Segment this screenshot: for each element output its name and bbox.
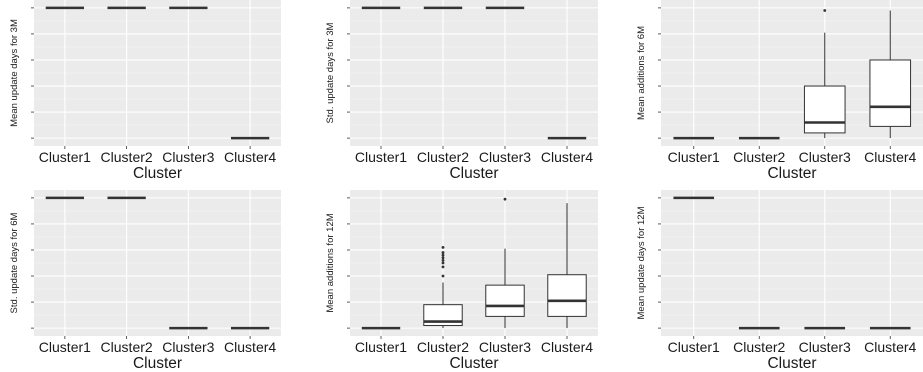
x-tick-label: Cluster2 (101, 339, 153, 355)
chart-panel-1: Cluster1 Cluster2 Cluster3 Cluster4 Cluster M… (9, 0, 281, 182)
y-axis-title: Mean additions for 6M (636, 26, 647, 120)
outlier-point (504, 198, 507, 201)
x-tick-label: Cluster4 (541, 339, 593, 355)
outlier-point (442, 266, 445, 269)
x-axis-title: Cluster (449, 165, 498, 182)
y-axis-title: Mean update days for 12M (636, 206, 647, 319)
x-tick-label: Cluster4 (864, 339, 916, 355)
x-tick-label: Cluster3 (479, 339, 531, 355)
x-tick-label: Cluster1 (668, 339, 720, 355)
x-tick-label: Cluster3 (799, 149, 851, 165)
box-iqr (548, 275, 586, 317)
x-tick-label: Cluster4 (864, 149, 916, 165)
x-tick-label: Cluster1 (355, 149, 407, 165)
x-tick-label: Cluster2 (101, 149, 153, 165)
y-axis-title: Std. update days for 3M (325, 22, 336, 123)
y-axis-title: Mean additions for 12M (325, 213, 336, 312)
box-iqr (870, 60, 911, 126)
chart-panel-5: Cluster1 Cluster2 Cluster3 Cluster4 Cluster M… (325, 190, 598, 372)
x-axis-title: Cluster (767, 355, 816, 372)
outlier-point (442, 259, 445, 262)
x-tick-label: Cluster1 (39, 339, 91, 355)
chart-panel-6: Cluster1 Cluster2 Cluster3 Cluster4 Cluster M… (636, 190, 923, 372)
outlier-point (442, 251, 445, 254)
y-axis-title: Std. update days for 6M (9, 212, 20, 313)
box-iqr (486, 285, 524, 316)
x-tick-label: Cluster2 (417, 339, 469, 355)
x-tick-label: Cluster1 (39, 149, 91, 165)
x-axis-title: Cluster (449, 355, 498, 372)
chart-panel-3: Cluster1 Cluster2 Cluster3 Cluster4 Cluster M… (636, 0, 923, 182)
x-tick-label: Cluster3 (162, 149, 214, 165)
chart-panel-2: Cluster1 Cluster2 Cluster3 Cluster4 Cluster S… (325, 0, 598, 182)
x-tick-label: Cluster3 (799, 339, 851, 355)
x-tick-label: Cluster4 (224, 339, 276, 355)
y-axis-title: Mean update days for 3M (9, 19, 20, 127)
x-axis-title: Cluster (133, 165, 182, 182)
box-iqr (804, 86, 845, 133)
x-tick-label: Cluster4 (541, 149, 593, 165)
x-axis-title: Cluster (133, 355, 182, 372)
x-tick-label: Cluster1 (355, 339, 407, 355)
outlier-point (823, 9, 826, 12)
x-tick-label: Cluster2 (733, 149, 785, 165)
x-axis-title: Cluster (767, 165, 816, 182)
chart-panel-4: Cluster1 Cluster2 Cluster3 Cluster4 Cluster S… (9, 190, 281, 372)
x-tick-label: Cluster4 (224, 149, 276, 165)
x-tick-label: Cluster2 (733, 339, 785, 355)
outlier-point (442, 275, 445, 278)
outlier-point (442, 262, 445, 265)
x-tick-label: Cluster3 (162, 339, 214, 355)
outlier-point (442, 246, 445, 249)
outlier-point (442, 256, 445, 259)
x-tick-label: Cluster1 (668, 149, 720, 165)
x-tick-label: Cluster2 (417, 149, 469, 165)
outlier-point (442, 254, 445, 257)
x-tick-label: Cluster3 (479, 149, 531, 165)
